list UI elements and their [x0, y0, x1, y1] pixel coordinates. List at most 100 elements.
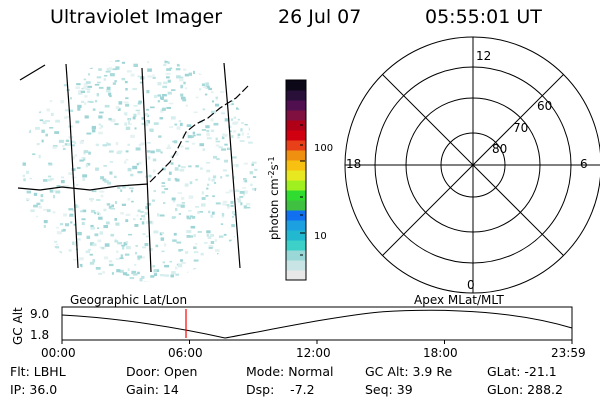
- uv-speckle: [225, 204, 229, 206]
- uv-speckle: [155, 244, 159, 248]
- uv-speckle: [37, 77, 42, 80]
- uv-speckle: [237, 199, 241, 203]
- uv-speckle: [255, 264, 258, 269]
- meridian-line: [141, 67, 152, 273]
- uv-speckle: [30, 279, 34, 281]
- date-label: 26 Jul 07: [278, 6, 362, 28]
- colorbar-segment: [286, 120, 306, 131]
- uv-speckle: [178, 164, 181, 167]
- uv-speckle: [236, 107, 241, 110]
- uv-speckle: [109, 161, 114, 163]
- uv-speckle: [245, 202, 251, 206]
- uv-speckle: [231, 103, 234, 106]
- uv-speckle: [76, 184, 79, 186]
- lat-label-70: 70: [513, 121, 528, 135]
- uv-speckle: [141, 246, 147, 249]
- uv-speckle: [43, 220, 48, 224]
- uv-speckle: [65, 270, 71, 274]
- uv-speckle: [210, 110, 216, 114]
- uv-speckle: [150, 106, 155, 109]
- uv-speckle: [240, 75, 245, 79]
- uv-speckle: [89, 198, 94, 200]
- uv-speckle: [123, 101, 129, 104]
- uv-speckle: [84, 95, 88, 98]
- uv-speckle: [171, 197, 176, 201]
- uv-speckle: [233, 116, 237, 119]
- uv-speckle: [184, 73, 189, 77]
- uv-speckle: [185, 140, 189, 143]
- uv-speckle: [172, 200, 176, 203]
- uv-speckle: [199, 143, 204, 147]
- uv-speckle: [199, 211, 203, 213]
- uv-speckle: [162, 85, 168, 89]
- uv-speckle: [133, 105, 138, 107]
- uv-speckle: [231, 135, 234, 138]
- uv-speckle: [104, 256, 109, 260]
- uv-speckle: [79, 257, 84, 261]
- uv-speckle: [146, 120, 150, 124]
- uv-speckle: [108, 67, 113, 70]
- uv-speckle: [67, 271, 71, 274]
- uv-speckle: [195, 96, 199, 99]
- uv-speckle: [201, 269, 205, 273]
- uv-speckle: [53, 260, 56, 265]
- uv-speckle: [242, 66, 246, 69]
- uv-speckle: [211, 211, 215, 215]
- uv-speckle: [187, 271, 192, 275]
- uv-speckle: [36, 202, 41, 206]
- uv-speckle: [50, 178, 54, 181]
- uv-speckle: [232, 215, 234, 218]
- uv-speckle: [152, 74, 155, 78]
- uv-speckle: [206, 277, 209, 280]
- uv-speckle: [241, 132, 244, 136]
- uv-speckle: [228, 261, 234, 263]
- uv-speckle: [61, 176, 64, 179]
- polar-diagonal: [382, 74, 564, 256]
- uv-speckle: [55, 190, 61, 194]
- uv-speckle: [161, 94, 167, 97]
- uv-speckle: [86, 235, 91, 239]
- uv-speckle: [213, 155, 217, 159]
- uv-speckle: [207, 183, 210, 186]
- uv-speckle: [252, 267, 256, 271]
- uv-speckle: [83, 157, 86, 161]
- uv-speckle: [251, 163, 254, 166]
- polar-plot: [344, 36, 600, 294]
- uv-speckle: [201, 191, 204, 195]
- uv-speckle: [28, 92, 33, 95]
- uv-speckle: [252, 235, 257, 239]
- uv-speckle: [188, 210, 192, 212]
- gc-alt-info: GC Alt: 3.9 Re: [365, 364, 453, 379]
- uv-speckle: [240, 202, 243, 206]
- uv-speckle: [115, 222, 120, 226]
- uv-speckle: [49, 189, 54, 193]
- uv-speckle: [108, 60, 113, 62]
- uv-speckle: [176, 63, 180, 67]
- uv-speckle: [139, 81, 144, 84]
- uv-speckle: [59, 223, 64, 226]
- uv-speckle: [86, 132, 92, 135]
- uv-speckle: [213, 182, 217, 184]
- uv-speckle: [47, 78, 51, 82]
- uv-speckle: [98, 131, 103, 135]
- uv-speckle: [221, 136, 225, 140]
- uv-speckle: [253, 234, 258, 237]
- uv-speckle: [54, 82, 58, 87]
- uv-speckle: [146, 90, 150, 94]
- uv-speckle: [201, 203, 206, 207]
- uv-speckle: [81, 222, 85, 226]
- uv-speckle: [216, 76, 221, 79]
- uv-speckle: [224, 118, 230, 122]
- uv-speckle: [56, 226, 59, 229]
- uv-speckle: [171, 216, 176, 219]
- uv-speckle: [90, 209, 96, 213]
- uv-speckle: [159, 117, 164, 120]
- uv-speckle: [72, 209, 76, 212]
- uv-speckle: [102, 271, 106, 274]
- uv-speckle: [86, 88, 91, 91]
- uv-speckle: [91, 125, 96, 130]
- uv-speckle: [42, 83, 48, 86]
- uv-speckle: [40, 194, 44, 198]
- uv-speckle: [150, 150, 155, 154]
